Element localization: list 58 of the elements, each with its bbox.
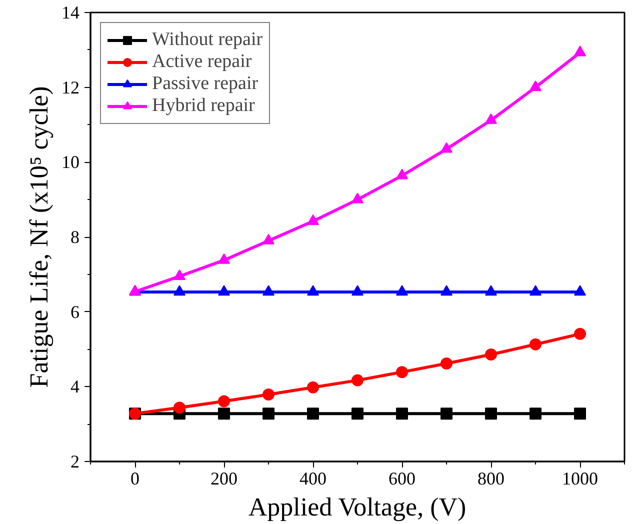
legend-label: Passive repair [152, 73, 258, 95]
point [485, 113, 497, 124]
y-tick-label: 14 [62, 2, 80, 22]
point [307, 214, 319, 225]
y-axis-title: Fatigue Life, Nf (x10⁵ cycle) [24, 86, 54, 388]
point [485, 285, 497, 296]
legend-label: Without repair [152, 29, 263, 51]
x-tick-label: 800 [478, 468, 504, 488]
point [440, 285, 452, 296]
y-tick-label: 6 [70, 302, 80, 322]
point [396, 285, 408, 296]
point [396, 366, 408, 378]
legend-label: Hybrid repair [152, 95, 255, 117]
x-tick-label: 1000 [562, 468, 598, 488]
point [174, 285, 186, 296]
point [574, 285, 586, 296]
point [218, 285, 230, 296]
x-tick-label: 400 [300, 468, 326, 488]
y-tick-label: 8 [70, 227, 80, 247]
point [530, 338, 542, 350]
x-axis-title: Applied Voltage, (V) [248, 492, 466, 522]
point [530, 80, 542, 92]
point [574, 46, 586, 56]
point [218, 395, 230, 408]
point [440, 142, 452, 153]
point [352, 408, 364, 420]
y-tick-label: 4 [70, 376, 80, 397]
point [352, 374, 364, 386]
point [218, 253, 230, 264]
point [174, 402, 186, 414]
y-tick-label: 2 [70, 452, 80, 472]
point [485, 408, 497, 420]
point [574, 328, 586, 340]
point [574, 408, 586, 420]
point [262, 285, 274, 296]
legend-label: Active repair [152, 51, 252, 73]
point [440, 357, 452, 370]
point [262, 408, 274, 420]
point [530, 285, 542, 296]
x-tick-label: 0 [130, 468, 140, 488]
point [440, 408, 452, 420]
point [262, 234, 274, 244]
point [352, 192, 364, 204]
point [530, 408, 542, 420]
x-tick-label: 600 [388, 468, 416, 488]
point [485, 348, 497, 360]
point [218, 408, 230, 420]
point [262, 388, 274, 401]
point [396, 168, 408, 180]
y-tick-label: 10 [62, 152, 80, 172]
point [307, 381, 319, 394]
point [307, 285, 319, 296]
x-tick-label: 200 [210, 468, 238, 488]
point [174, 269, 186, 280]
y-tick-label: 12 [62, 77, 80, 98]
point [307, 408, 319, 420]
point [352, 285, 364, 296]
point [396, 408, 408, 420]
